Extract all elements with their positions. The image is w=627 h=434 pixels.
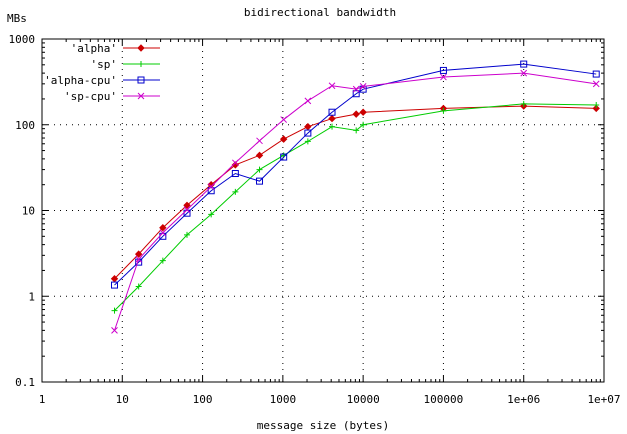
data-point — [360, 121, 367, 128]
data-point — [208, 211, 215, 218]
data-point — [159, 223, 167, 232]
data-point — [304, 138, 311, 145]
chart-title: bidirectional bandwidth — [244, 6, 396, 19]
data-point — [159, 229, 167, 237]
data-point — [304, 129, 312, 137]
series-0 — [110, 102, 600, 283]
x-tick-label: 10000 — [347, 393, 380, 406]
data-point — [329, 123, 336, 130]
x-axis-label: message size (bytes) — [257, 419, 389, 432]
data-point — [520, 69, 528, 77]
legend-label: 'sp' — [91, 58, 118, 71]
data-point — [135, 283, 142, 290]
data-point — [111, 327, 118, 334]
data-point — [231, 161, 240, 169]
data-point — [183, 206, 191, 214]
data-point — [359, 83, 367, 90]
x-tick-label: 10 — [116, 393, 129, 406]
data-point — [231, 159, 239, 167]
data-point — [592, 80, 600, 88]
data-point — [439, 66, 447, 74]
data-point — [592, 104, 600, 113]
data-point — [352, 110, 360, 118]
y-tick-label: 1000 — [9, 33, 36, 46]
data-point — [207, 183, 215, 190]
x-tick-label: 1e+07 — [587, 393, 620, 406]
data-point — [183, 201, 191, 210]
data-point — [159, 257, 166, 264]
data-point — [592, 70, 600, 78]
data-point — [520, 60, 528, 68]
series-1 — [111, 100, 600, 314]
legend: 'alpha' 'sp' 'alpha-cpu' 'sp-cpu' — [44, 42, 160, 103]
legend-label: 'alpha-cpu' — [44, 74, 117, 87]
x-tick-label: 1e+06 — [507, 393, 540, 406]
data-point — [138, 61, 144, 67]
data-point — [255, 151, 264, 160]
series-2 — [111, 60, 600, 289]
data-point — [440, 107, 447, 114]
legend-label: 'sp-cpu' — [64, 90, 117, 103]
data-point — [304, 97, 312, 105]
x-tick-label: 1000 — [270, 393, 297, 406]
axes: 1 10 100 1000 10000 100000 1e+06 1e+07 0.1 1 10 100… — [9, 33, 621, 406]
y-tick-label: 10 — [22, 205, 35, 218]
data-point — [111, 307, 118, 314]
y-tick-label: 100 — [15, 119, 35, 132]
data-point — [353, 127, 360, 134]
data-point — [352, 90, 360, 98]
data-point — [256, 137, 263, 145]
data-point — [352, 85, 360, 93]
y-axis-label: MBs — [7, 12, 27, 25]
data-point — [135, 255, 143, 263]
data-point — [137, 92, 145, 100]
legend-label: 'alpha' — [71, 42, 117, 55]
data-point — [304, 122, 312, 131]
data-point — [231, 170, 239, 178]
y-tick-label: 1 — [28, 290, 35, 303]
x-tick-label: 100000 — [424, 393, 464, 406]
y-tick-label: 0.1 — [15, 376, 35, 389]
data-point — [232, 188, 239, 195]
data-point — [593, 101, 600, 108]
series-line — [114, 63, 597, 286]
data-point — [328, 82, 336, 90]
data-point — [359, 108, 367, 116]
data-point — [256, 177, 264, 185]
series-3 — [111, 69, 600, 334]
data-point — [328, 108, 336, 116]
data-point — [440, 73, 447, 81]
data-point — [520, 100, 527, 107]
data-point — [280, 116, 288, 123]
data-point — [328, 114, 336, 123]
series-line — [114, 105, 597, 280]
x-tick-label: 1 — [39, 393, 46, 406]
x-tick-label: 100 — [193, 393, 213, 406]
data-point — [184, 231, 191, 238]
data-point — [111, 281, 119, 289]
data-point — [256, 166, 263, 173]
data-point — [137, 44, 145, 52]
data-point — [279, 135, 288, 143]
data-point — [280, 153, 288, 161]
series-layer — [110, 60, 600, 334]
data-point — [137, 76, 145, 84]
grid — [42, 39, 604, 382]
data-point — [134, 250, 143, 258]
data-point — [207, 187, 215, 195]
